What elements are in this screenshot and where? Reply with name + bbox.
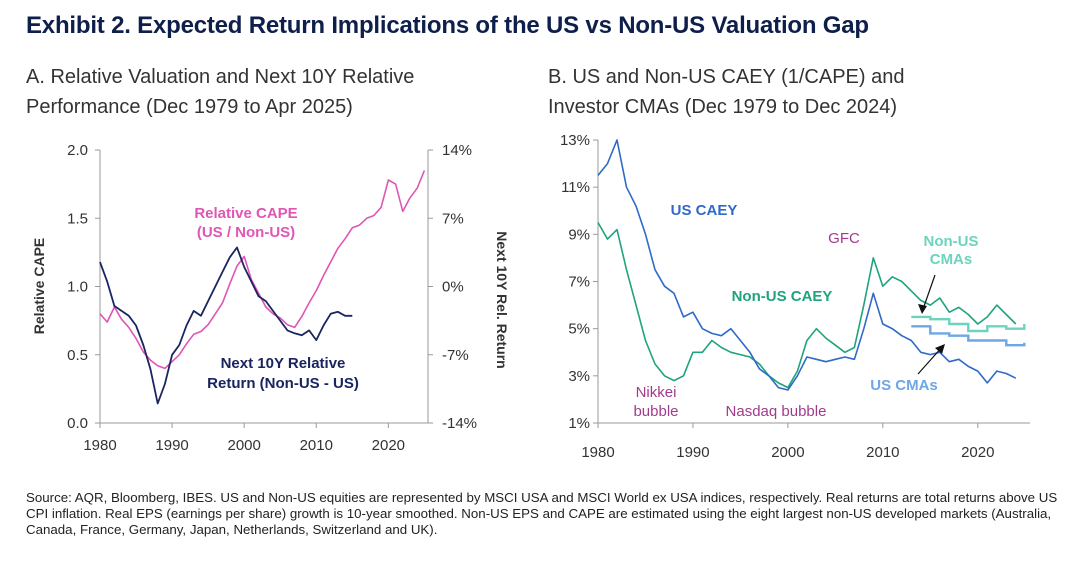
a-x-tick-label: 2010: [300, 437, 333, 454]
a-y2-tick-label: 0%: [442, 279, 464, 296]
a-y-tick-label: 0.5: [67, 347, 88, 364]
panel-b-title-line2: Investor CMAs (Dec 1979 to Dec 2024): [548, 96, 898, 118]
panel-b-title-line1: B. US and Non-US CAEY (1/CAPE) and: [548, 66, 905, 88]
a-y2-tick-label: 7%: [442, 210, 464, 227]
b-arrowhead-us-cmas: [935, 344, 945, 354]
a-y-tick-label: 2.0: [67, 142, 88, 159]
b-label-us-caey: US CAEY: [671, 202, 738, 219]
a-y-tick-label: 1.5: [67, 210, 88, 227]
a-x-tick-label: 1980: [83, 437, 116, 454]
b-series-nonus-caey: [597, 222, 1017, 389]
b-x-tick-label: 2000: [771, 444, 804, 461]
b-y-tick-label: 13%: [560, 132, 590, 149]
a-y2-tick-label: -7%: [442, 347, 469, 364]
b-y-tick-label: 5%: [568, 321, 590, 338]
panel-a-title-line1: A. Relative Valuation and Next 10Y Relat…: [26, 66, 415, 88]
b-label-nonus-cmas-sub: CMAs: [930, 251, 973, 268]
exhibit-charts: 0.0 0.5 1.0 1.5 2.0 -14% -7% 0% 7% 14% 1980 1990 200…: [31, 132, 1030, 461]
b-y-tick-label: 3%: [568, 368, 590, 385]
a-x-tick-label: 2000: [227, 437, 260, 454]
b-label-nasdaq: Nasdaq bubble: [726, 403, 827, 420]
a-y2-tick-label: 14%: [442, 142, 472, 159]
b-y-tick-label: 1%: [568, 415, 590, 432]
a-label-relative-cape-sub: (US / Non-US): [197, 224, 295, 241]
a-y2-tick-label: -14%: [442, 415, 477, 432]
exhibit-title: Exhibit 2. Expected Return Implications …: [26, 12, 869, 39]
b-y-tick-label: 9%: [568, 226, 590, 243]
a-x-tick-label: 2020: [372, 437, 405, 454]
b-label-nonus-caey: Non-US CAEY: [732, 288, 833, 305]
b-x-tick-label: 1990: [676, 444, 709, 461]
a-y2-axis-label: Next 10Y Rel. Return: [494, 231, 510, 368]
b-y-tick-label: 11%: [561, 179, 590, 196]
b-arrowhead-nonus-cmas: [918, 304, 927, 314]
a-label-next10y: Next 10Y Relative: [221, 355, 346, 372]
b-label-nonus-cmas: Non-US: [924, 233, 979, 250]
b-x-tick-label: 2020: [961, 444, 994, 461]
a-y-axis-label: Relative CAPE: [31, 238, 47, 334]
a-x-tick-label: 1990: [155, 437, 188, 454]
b-y-tick-label: 7%: [568, 274, 590, 291]
a-y-tick-label: 1.0: [67, 279, 88, 296]
a-label-relative-cape: Relative CAPE: [194, 205, 297, 222]
b-series-us-cmas: [911, 325, 1026, 347]
a-series-relative-cape: [99, 170, 426, 370]
b-label-gfc: GFC: [828, 230, 860, 247]
b-x-tick-label: 2010: [866, 444, 899, 461]
b-x-tick-label: 1980: [581, 444, 614, 461]
panel-b-title: B. US and Non-US CAEY (1/CAPE) and Inves…: [548, 62, 1048, 122]
b-label-nikkei-sub: bubble: [633, 403, 678, 420]
a-series-next10y-return: [99, 246, 353, 405]
a-y-tick-label: 0.0: [67, 415, 88, 432]
b-label-nikkei: Nikkei: [636, 384, 677, 401]
b-series-us-caey: [597, 139, 1017, 391]
panel-a-title-line2: Performance (Dec 1979 to Apr 2025): [26, 96, 353, 118]
b-label-us-cmas: US CMAs: [870, 377, 938, 394]
b-series-nonus-cmas: [911, 315, 1026, 333]
panel-a-title: A. Relative Valuation and Next 10Y Relat…: [26, 62, 506, 122]
source-note: Source: AQR, Bloomberg, IBES. US and Non…: [26, 490, 1058, 537]
a-label-next10y-sub: Return (Non-US - US): [207, 375, 359, 392]
